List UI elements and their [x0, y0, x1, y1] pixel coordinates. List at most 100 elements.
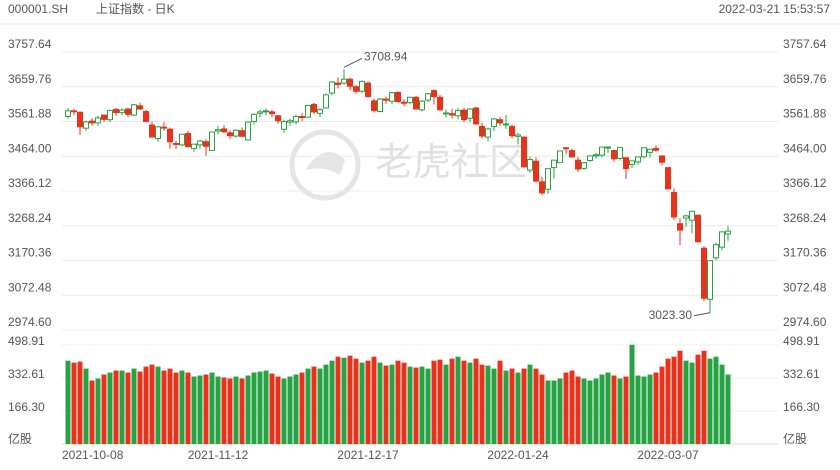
symbol: 000001.SH — [8, 2, 68, 16]
y2-tick-label: 166.30 — [8, 400, 45, 414]
volume-bar — [407, 366, 413, 444]
candle-body — [467, 108, 473, 119]
candle-body — [383, 98, 389, 101]
volume-bar — [605, 372, 611, 444]
y-tick-label: 3268.24 — [8, 211, 52, 225]
candle-body — [125, 108, 131, 115]
candle-body — [725, 230, 731, 235]
volume-bar — [665, 358, 671, 444]
candle-body — [203, 141, 209, 147]
volume-bar — [365, 360, 371, 444]
candle-body — [695, 214, 701, 243]
y-tick-label-right: 3659.76 — [783, 72, 827, 86]
volume-bar — [521, 368, 527, 444]
volume-bar — [539, 374, 545, 444]
y-tick-label-right: 2974.60 — [783, 315, 827, 329]
volume-bar — [497, 360, 503, 444]
timestamp: 2022-03-21 15:53:57 — [719, 2, 831, 16]
candle-body — [617, 146, 623, 159]
volume-bar — [299, 372, 305, 444]
annotation-leader — [343, 57, 363, 68]
candle-body — [449, 113, 455, 116]
volume-bar — [167, 368, 173, 444]
volume-bar — [137, 371, 143, 444]
volume-bar — [587, 380, 593, 444]
volume-bar — [191, 376, 197, 444]
volume-bar — [617, 378, 623, 444]
volume-bar — [101, 374, 107, 444]
candle-body — [185, 133, 191, 148]
volume-bar — [623, 376, 629, 444]
candle-body — [77, 111, 83, 128]
watermark: 老虎社区 — [375, 142, 527, 184]
candle-body — [647, 148, 653, 153]
volume-bar — [329, 360, 335, 444]
volume-bar — [197, 375, 203, 444]
candle-body — [161, 126, 167, 129]
candle-body — [599, 146, 605, 156]
volume-bar — [353, 358, 359, 444]
x-tick-label: 2021-11-12 — [188, 448, 249, 462]
volume-bar — [317, 368, 323, 444]
volume-bar — [395, 360, 401, 444]
candle-body — [635, 156, 641, 163]
volume-bar — [269, 373, 275, 444]
volume-bar — [473, 358, 479, 444]
candle-body — [665, 167, 671, 190]
candle-body — [431, 90, 437, 98]
candle-body — [563, 147, 569, 150]
volume-bar — [575, 376, 581, 444]
candle-body — [521, 136, 527, 168]
candle-body — [713, 244, 719, 259]
volume-bar — [65, 360, 71, 444]
volume-bar — [527, 364, 533, 444]
volume-bar — [275, 376, 281, 444]
volume-bar — [563, 372, 569, 444]
volume-bar — [149, 364, 155, 444]
y-tick-label-right: 3268.24 — [783, 211, 827, 225]
volume-bar — [257, 371, 263, 444]
candle-body — [365, 82, 371, 98]
candle-body — [659, 155, 665, 163]
candle-body — [137, 105, 143, 110]
candle-body — [359, 80, 365, 92]
volume-bar — [701, 350, 707, 444]
candle-body — [65, 110, 71, 117]
candle-body — [425, 93, 431, 101]
volume-bar — [215, 376, 221, 444]
candle-body — [329, 81, 335, 94]
candle-body — [671, 191, 677, 218]
volume-bar — [227, 378, 233, 444]
candle-body — [71, 110, 77, 113]
volume-bar — [509, 368, 515, 444]
candle-body — [215, 129, 221, 132]
candle-body — [95, 117, 101, 124]
volume-unit: 亿股 — [8, 431, 32, 446]
volume-bar — [599, 374, 605, 444]
candle-body — [545, 168, 551, 190]
candle-body — [323, 94, 329, 109]
candle-body — [347, 78, 353, 87]
candle-body — [89, 120, 95, 124]
volume-bar — [593, 378, 599, 444]
candle-body — [455, 109, 461, 117]
candle-body — [245, 121, 251, 141]
volume-bar — [467, 362, 473, 444]
volume-bar — [209, 372, 215, 444]
volume-bar — [233, 376, 239, 444]
candle-body — [443, 112, 449, 115]
candle-body — [569, 150, 575, 158]
candle-body — [473, 107, 479, 125]
candle-body — [113, 108, 119, 114]
volume-bar — [689, 362, 695, 444]
volume-bar — [551, 380, 557, 444]
candle-body — [233, 129, 239, 137]
candle-body — [287, 120, 293, 123]
candle-body — [437, 96, 443, 111]
candle-body — [299, 115, 305, 119]
y-tick-label: 3072.48 — [8, 280, 52, 294]
x-tick-label: 2022-03-07 — [637, 448, 699, 462]
volume-bar — [713, 356, 719, 444]
y-tick-label-right: 3366.12 — [783, 176, 827, 190]
